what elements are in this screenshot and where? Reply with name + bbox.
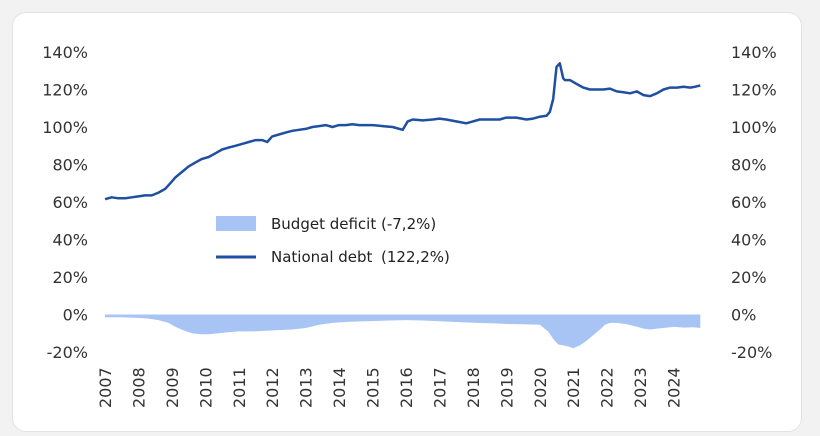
y-tick-left: -20%: [47, 343, 88, 362]
x-tick: 2010: [196, 367, 215, 408]
y-tick-left: 60%: [52, 193, 88, 212]
x-tick: 2023: [631, 367, 650, 408]
x-tick: 2024: [665, 367, 684, 408]
x-tick: 2021: [564, 367, 583, 408]
y-tick-right: 20%: [731, 268, 767, 287]
budget-deficit-area: [105, 314, 701, 349]
y-tick-left: 100%: [42, 118, 88, 137]
y-tick-right: 0%: [731, 306, 756, 325]
y-tick-right: 120%: [731, 81, 777, 100]
x-tick: 2020: [531, 367, 550, 408]
x-axis: 2007 2008 2009 2010 2011 2012 2013 2014 2015 2016…: [96, 367, 684, 408]
y-tick-right: 40%: [731, 231, 767, 250]
x-tick: 2017: [430, 367, 449, 408]
x-tick: 2016: [397, 367, 416, 408]
legend-value-budget-deficit: (-7,2%): [381, 215, 436, 233]
y-tick-left: 80%: [52, 156, 88, 175]
x-tick: 2022: [598, 367, 617, 408]
chart-card: [12, 12, 802, 432]
x-tick: 2007: [96, 367, 115, 408]
legend-label-budget-deficit: Budget deficit: [271, 215, 376, 233]
x-tick: 2015: [364, 367, 383, 408]
y-tick-right: 60%: [731, 193, 767, 212]
legend-value-national-debt: (122,2%): [381, 248, 450, 266]
y-tick-left: 120%: [42, 81, 88, 100]
x-tick: 2014: [330, 367, 349, 408]
y-tick-left: 20%: [52, 268, 88, 287]
x-tick: 2011: [230, 367, 249, 408]
y-axis-right: 140% 120% 100% 80% 60% 40% 20% 0% -20%: [731, 43, 777, 362]
y-tick-right: -20%: [731, 343, 772, 362]
legend-label-national-debt: National debt: [271, 248, 373, 266]
y-axis-left: 140% 120% 100% 80% 60% 40% 20% 0% -20%: [42, 43, 88, 362]
legend-swatch-budget-deficit: [216, 216, 256, 231]
x-tick: 2009: [163, 367, 182, 408]
y-tick-right: 80%: [731, 156, 767, 175]
x-tick: 2019: [497, 367, 516, 408]
x-tick: 2013: [297, 367, 316, 408]
y-tick-left: 40%: [52, 231, 88, 250]
legend: Budget deficit (-7,2%) National debt (12…: [216, 215, 450, 266]
y-tick-left: 0%: [63, 306, 88, 325]
national-debt-line: [104, 62, 701, 201]
y-tick-left: 140%: [42, 43, 88, 62]
x-tick: 2012: [263, 367, 282, 408]
x-tick: 2018: [464, 367, 483, 408]
y-tick-right: 140%: [731, 43, 777, 62]
y-tick-right: 100%: [731, 118, 777, 137]
x-tick: 2008: [129, 367, 148, 408]
plot-area: [104, 62, 701, 349]
